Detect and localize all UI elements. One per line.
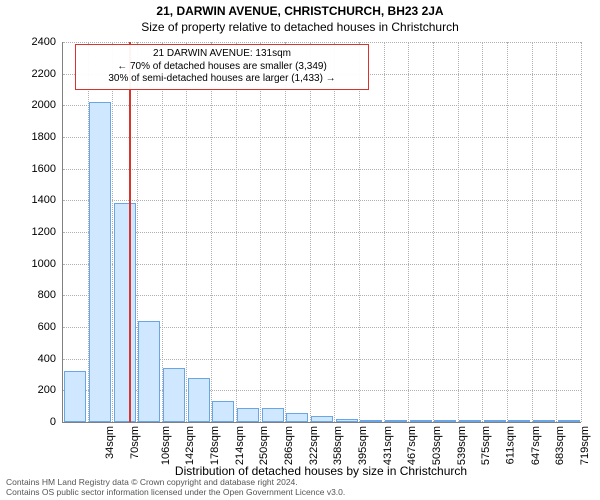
y-tick-label: 1800 [16, 131, 56, 143]
gridline-v [211, 42, 212, 422]
x-tick-label: 611sqm [504, 426, 516, 464]
gridline-v [458, 42, 459, 422]
footer-attribution: Contains HM Land Registry data © Crown c… [6, 478, 345, 498]
gridline-v [236, 42, 237, 422]
histogram-bar [138, 321, 160, 422]
x-tick-label: 214sqm [234, 426, 246, 465]
page-title: 21, DARWIN AVENUE, CHRISTCHURCH, BH23 2J… [0, 4, 600, 18]
histogram-bar [410, 420, 432, 422]
y-tick-label: 2200 [16, 68, 56, 80]
gridline-h [63, 232, 581, 233]
gridline-v [507, 42, 508, 422]
gridline-v [384, 42, 385, 422]
gridline-h [63, 200, 581, 201]
gridline-v [162, 42, 163, 422]
y-tick-label: 400 [16, 353, 56, 365]
histogram-bar [459, 420, 481, 422]
x-tick-label: 683sqm [554, 426, 566, 465]
x-tick-label: 503sqm [431, 426, 443, 465]
y-tick-label: 600 [16, 321, 56, 333]
x-tick-label: 178sqm [209, 426, 221, 465]
annotation-box: 21 DARWIN AVENUE: 131sqm ← 70% of detach… [75, 44, 369, 90]
x-tick-label: 539sqm [456, 426, 468, 465]
histogram-bar [434, 420, 456, 422]
y-tick-label: 1200 [16, 226, 56, 238]
x-tick-label: 575sqm [480, 426, 492, 465]
histogram-bar [360, 420, 382, 422]
y-tick-label: 1600 [16, 163, 56, 175]
histogram-bar [533, 420, 555, 422]
histogram-bar [237, 408, 259, 422]
annotation-line3: 30% of semi-detached houses are larger (… [82, 73, 362, 86]
x-tick-label: 70sqm [129, 426, 141, 459]
histogram-bar [286, 413, 308, 423]
gridline-h [63, 42, 581, 43]
histogram-bar [484, 420, 506, 422]
histogram-bar [89, 102, 111, 422]
gridline-h [63, 295, 581, 296]
x-tick-label: 322sqm [308, 426, 320, 465]
gridline-v [334, 42, 335, 422]
annotation-line2: ← 70% of detached houses are smaller (3,… [82, 61, 362, 74]
histogram-bar [212, 401, 234, 422]
gridline-h [63, 137, 581, 138]
x-tick-label: 647sqm [530, 426, 542, 465]
y-tick-label: 800 [16, 289, 56, 301]
annotation-line1: 21 DARWIN AVENUE: 131sqm [82, 48, 362, 61]
histogram-bar [385, 420, 407, 422]
x-tick-label: 431sqm [382, 426, 394, 465]
gridline-v [581, 42, 582, 422]
footer-line2: Contains OS public sector information li… [6, 488, 345, 498]
y-tick-label: 2400 [16, 36, 56, 48]
gridline-h [63, 105, 581, 106]
gridline-v [285, 42, 286, 422]
gridline-v [532, 42, 533, 422]
y-tick-label: 1000 [16, 258, 56, 270]
gridline-v [556, 42, 557, 422]
x-tick-label: 719sqm [579, 426, 591, 465]
x-tick-label: 358sqm [332, 426, 344, 465]
gridline-h [63, 264, 581, 265]
y-tick-label: 200 [16, 384, 56, 396]
x-tick-label: 142sqm [184, 426, 196, 465]
histogram-bar [114, 203, 136, 422]
x-tick-label: 467sqm [406, 426, 418, 465]
y-tick-label: 0 [16, 416, 56, 428]
gridline-v [359, 42, 360, 422]
x-tick-label: 286sqm [283, 426, 295, 465]
y-tick-label: 1400 [16, 194, 56, 206]
x-tick-label: 34sqm [104, 426, 116, 459]
gridline-h [63, 169, 581, 170]
gridline-v [408, 42, 409, 422]
x-tick-label: 250sqm [258, 426, 270, 465]
gridline-v [260, 42, 261, 422]
gridline-v [482, 42, 483, 422]
gridline-v [186, 42, 187, 422]
histogram-plot [62, 42, 581, 423]
x-tick-label: 106sqm [160, 426, 172, 465]
histogram-bar [558, 420, 580, 422]
histogram-bar [508, 420, 530, 422]
histogram-bar [262, 408, 284, 422]
histogram-bar [64, 371, 86, 422]
property-marker-line [129, 42, 131, 422]
x-axis-label: Distribution of detached houses by size … [62, 464, 580, 478]
y-tick-label: 2000 [16, 99, 56, 111]
subtitle: Size of property relative to detached ho… [0, 20, 600, 34]
histogram-bar [188, 378, 210, 422]
x-tick-label: 395sqm [357, 426, 369, 465]
gridline-v [310, 42, 311, 422]
histogram-bar [163, 368, 185, 422]
histogram-bar [311, 416, 333, 422]
gridline-v [433, 42, 434, 422]
histogram-bar [336, 419, 358, 422]
